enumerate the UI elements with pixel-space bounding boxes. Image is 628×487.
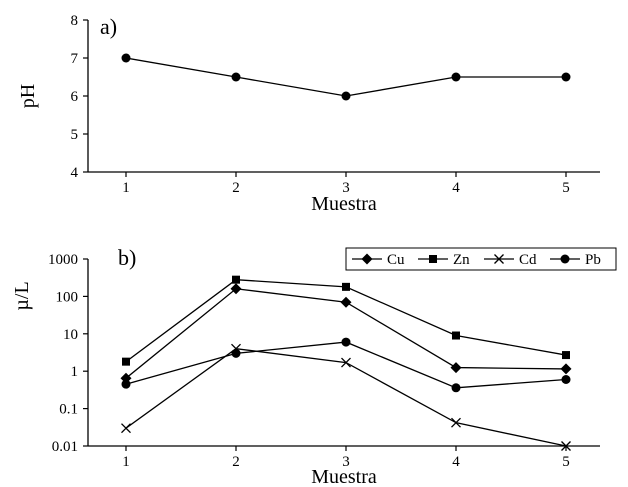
panel-label: b) (118, 245, 136, 270)
data-point (451, 72, 461, 82)
data-point-pb (341, 337, 351, 347)
x-tick-label: 2 (232, 180, 240, 196)
chart-panel-b: 0.01 0.1 1 10 100 1000 1 2 3 4 5 b) Muestra µ/L C… (11, 245, 617, 487)
series-lines (125, 57, 566, 97)
y-tick-label: 1000 (48, 252, 78, 268)
data-point-cd (341, 357, 351, 368)
panel-label: a) (100, 14, 117, 39)
legend-label: Pb (585, 252, 601, 268)
y-tick-label: 0.1 (59, 402, 78, 418)
y-tick-label: 100 (56, 289, 79, 305)
legend: Cu Zn Cd Pb (345, 247, 617, 271)
x-tick-label: 3 (342, 180, 350, 196)
y-tick-label: 6 (71, 89, 79, 105)
x-tick-label: 3 (342, 454, 350, 470)
legend-box (345, 247, 617, 271)
series-line-zn (125, 279, 567, 363)
data-point-cd-stroke (121, 423, 131, 434)
legend-swatch-marker-stroke (494, 254, 504, 264)
y-axis-ticks: 4 5 6 7 8 (71, 13, 88, 181)
series-markers (120, 275, 572, 451)
data-point (341, 91, 351, 101)
y-tick-label: 1 (71, 364, 79, 380)
x-axis-ticks: 1 2 3 4 5 (122, 446, 570, 470)
x-tick-label: 1 (122, 454, 130, 470)
legend-label: Cu (387, 252, 405, 268)
y-axis-ticks: 0.01 0.1 1 10 100 1000 (48, 252, 88, 455)
y-tick-label: 10 (63, 327, 78, 343)
x-axis-ticks: 1 2 3 4 5 (122, 172, 570, 196)
x-axis-title: Muestra (311, 193, 377, 215)
data-point-cu (560, 363, 572, 375)
y-tick-label: 4 (71, 165, 79, 181)
data-point (561, 72, 571, 82)
data-point-zn (342, 282, 350, 291)
y-tick-label: 8 (71, 13, 79, 29)
x-tick-label: 2 (232, 454, 240, 470)
data-point-zn (122, 357, 130, 366)
data-point-pb (451, 383, 461, 393)
legend-swatch-marker (361, 253, 373, 265)
x-tick-label: 1 (122, 180, 130, 196)
legend-swatch-marker (494, 254, 504, 264)
y-axis-title: pH (17, 84, 39, 108)
data-point-zn (562, 351, 570, 360)
y-tick-label: 5 (71, 127, 79, 143)
y-axis-title: µ/L (11, 281, 33, 310)
data-point (231, 72, 241, 82)
data-point-pb (231, 348, 241, 358)
x-axis-title: Muestra (311, 466, 377, 487)
data-point-cd-stroke (561, 441, 571, 451)
data-point-pb (121, 379, 131, 389)
data-point-cd-stroke (451, 417, 461, 428)
data-point (121, 53, 131, 63)
series-line (125, 57, 566, 97)
legend-swatch-marker (560, 254, 570, 264)
y-tick-label: 7 (71, 51, 79, 67)
data-point-cd (451, 417, 461, 428)
data-point-cu (340, 296, 352, 308)
data-point-cu (230, 283, 242, 295)
data-point-cu (450, 362, 462, 374)
y-tick-label: 0.01 (52, 439, 78, 455)
data-point-zn (232, 275, 240, 284)
x-tick-label: 4 (452, 180, 460, 196)
data-point-pb (561, 374, 571, 384)
data-point-cd (121, 423, 131, 434)
data-point-cd (561, 441, 571, 451)
x-tick-label: 5 (562, 180, 570, 196)
x-tick-label: 4 (452, 454, 460, 470)
legend-label: Cd (519, 252, 537, 268)
data-point-cd-stroke (341, 357, 351, 368)
chart-panel-a: 4 5 6 7 8 1 2 3 4 5 a) Muestra pH (17, 13, 600, 215)
series-markers (121, 53, 571, 101)
x-tick-label: 5 (562, 454, 570, 470)
data-point-zn (452, 331, 460, 340)
legend-swatch-marker (429, 255, 437, 263)
legend-label: Zn (453, 252, 470, 268)
